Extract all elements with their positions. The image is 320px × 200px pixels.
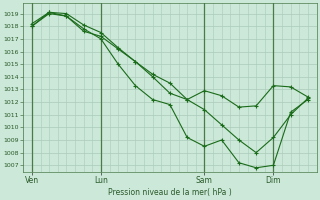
X-axis label: Pression niveau de la mer( hPa ): Pression niveau de la mer( hPa ) — [108, 188, 232, 197]
